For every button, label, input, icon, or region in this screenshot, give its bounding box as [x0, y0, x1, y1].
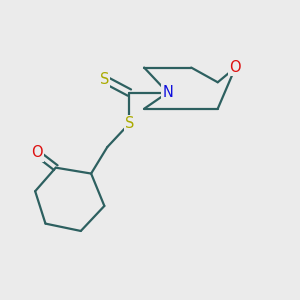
Text: S: S: [100, 72, 109, 87]
Text: S: S: [125, 116, 134, 131]
Text: N: N: [162, 85, 173, 100]
Text: O: O: [230, 60, 241, 75]
Text: O: O: [31, 146, 43, 160]
